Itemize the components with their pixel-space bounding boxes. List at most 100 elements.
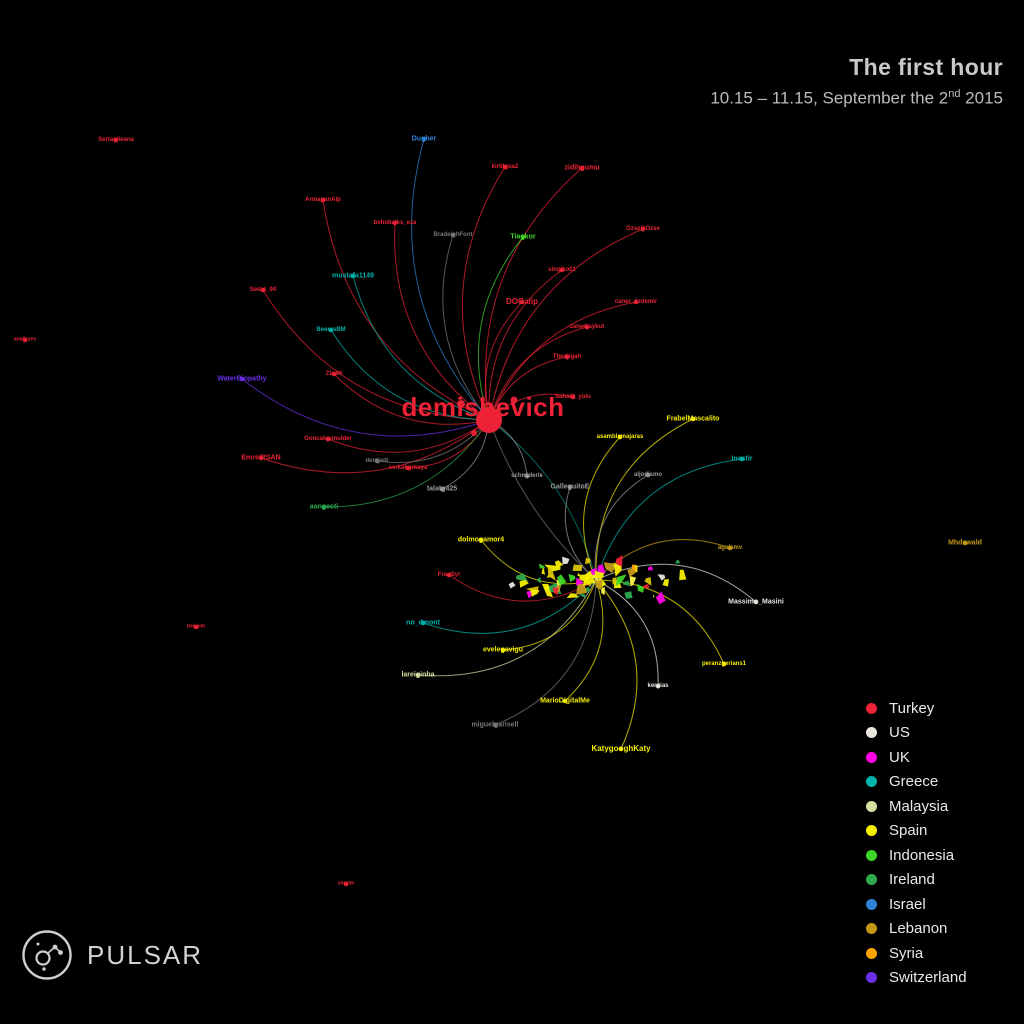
node-label[interactable]: peranzgerians1 xyxy=(701,661,747,667)
node-label[interactable]: asamblamajaras xyxy=(596,434,644,440)
node-label[interactable]: bahatit_yolu xyxy=(555,394,591,400)
chart-title: The first hour xyxy=(849,54,1003,80)
node-label[interactable]: FrauSyr xyxy=(437,572,461,578)
node-label[interactable]: WaterBiopathy xyxy=(217,375,267,383)
node-label[interactable]: Massimo_Masini xyxy=(728,598,784,606)
legend-color-dot xyxy=(866,849,877,861)
node-label[interactable]: OzseljiOzse xyxy=(626,226,660,232)
cluster-node xyxy=(572,564,583,572)
node-label[interactable]: FrabelMascalito xyxy=(666,415,720,423)
legend-label: Spain xyxy=(889,822,928,840)
cluster-node xyxy=(577,572,581,577)
node-dot xyxy=(655,683,661,689)
cluster-node xyxy=(597,564,606,574)
graph-edge xyxy=(564,579,604,702)
node-label[interactable]: DOGalip xyxy=(505,297,539,306)
graph-edge xyxy=(488,326,588,421)
legend-label: Switzerland xyxy=(889,969,967,987)
node-dot xyxy=(113,137,119,143)
node-dot xyxy=(321,504,327,510)
graph-edge xyxy=(333,373,490,425)
graph-edge xyxy=(376,419,490,464)
node-label[interactable]: BradeighFont xyxy=(433,232,473,238)
node-dot xyxy=(559,267,565,273)
node-label[interactable]: zanedjaykut xyxy=(569,324,605,330)
cluster-node xyxy=(647,566,654,571)
node-label[interactable]: kergias xyxy=(647,683,669,689)
node-label[interactable]: MarioDigitalMe xyxy=(540,697,590,705)
legend-item-ireland: Ireland xyxy=(866,868,967,893)
legend: Turkey US UK Greece Malaysia Spain Indonesia Ir… xyxy=(866,696,967,990)
node-dot xyxy=(633,299,639,305)
hub-node-demishevich[interactable] xyxy=(476,407,502,433)
node-label[interactable]: Thedjigah xyxy=(552,354,582,360)
cluster-node xyxy=(547,566,556,581)
node-label[interactable]: zidihgumu xyxy=(564,164,600,172)
node-label[interactable]: agulamv xyxy=(717,545,743,551)
node-label-demishevich[interactable]: demishevich xyxy=(401,392,565,422)
legend-color-dot xyxy=(866,825,877,837)
node-label[interactable]: bxhobalks_eza xyxy=(373,220,417,226)
node-label[interactable]: 21a86 xyxy=(325,371,343,377)
legend-item-indonesia: Indonesia xyxy=(866,843,967,868)
node-dot xyxy=(343,881,349,887)
node-label[interactable]: Goncakgonulder xyxy=(304,436,352,442)
node-label[interactable]: Sertagileana xyxy=(98,137,134,143)
pulsar-logo-icon xyxy=(22,930,72,980)
legend-item-spain: Spain xyxy=(866,819,967,844)
cluster-node xyxy=(644,577,652,586)
node-label[interactable]: berigim xyxy=(186,623,206,630)
node-dot xyxy=(415,672,421,678)
node-label[interactable]: Mhdawald xyxy=(948,539,982,547)
node-dot xyxy=(350,273,356,279)
node-dot xyxy=(331,371,337,377)
node-label[interactable]: evelegavigu xyxy=(482,646,524,654)
cluster-node xyxy=(655,591,666,605)
node-dot xyxy=(325,436,331,442)
node-dot xyxy=(193,624,199,630)
node-label[interactable]: no_dmont xyxy=(406,619,440,627)
cluster-node xyxy=(679,569,687,581)
node-label[interactable]: analizyev xyxy=(13,336,37,343)
node-label[interactable]: serkahgrkaya xyxy=(388,465,428,471)
node-label[interactable]: EmreIRSAN xyxy=(241,454,281,462)
node-label[interactable]: Dugher xyxy=(411,135,437,143)
node-label[interactable]: aljodismo xyxy=(633,472,663,478)
node-label[interactable]: dolmogamor4 xyxy=(457,536,505,544)
node-label[interactable]: caner_özdemir xyxy=(614,299,658,305)
legend-label: US xyxy=(889,724,910,742)
node-label[interactable]: mustafa1149 xyxy=(331,272,375,280)
node-label[interactable]: Inastir xyxy=(731,455,753,463)
node-label[interactable]: GalleguitoE xyxy=(550,483,590,491)
legend-item-greece: Greece xyxy=(866,770,967,795)
node-dot xyxy=(564,354,570,360)
legend-label: Turkey xyxy=(889,699,935,717)
cluster-node xyxy=(631,564,637,571)
node-label[interactable]: kirtilgua2 xyxy=(491,164,519,170)
legend-item-us: US xyxy=(866,721,967,746)
cluster-node xyxy=(622,580,631,587)
legend-color-dot xyxy=(866,776,877,788)
node-label[interactable]: miguelgarisell xyxy=(471,721,519,729)
node-label[interactable]: KatygooghKaty xyxy=(591,744,651,753)
node-label[interactable]: schmjderle xyxy=(511,473,543,479)
graph-edge xyxy=(595,579,638,750)
node-label[interactable]: lareiginha xyxy=(401,671,435,679)
node-label[interactable]: Tiagkor xyxy=(510,233,536,241)
legend-label: Malaysia xyxy=(889,797,949,815)
node-label[interactable]: dentjedi xyxy=(365,458,389,464)
node-label[interactable]: ArmaganAlp xyxy=(305,197,341,203)
node-label[interactable]: sergim xyxy=(337,880,355,887)
cluster-node xyxy=(613,562,622,577)
graph-edge xyxy=(394,222,490,421)
node-label[interactable]: BeerasBM xyxy=(316,327,346,333)
graph-edge xyxy=(352,275,490,421)
node-label[interactable]: Sedat_94 xyxy=(249,287,277,293)
node-label[interactable]: talatg425 xyxy=(426,485,458,493)
node-label[interactable]: aangecti xyxy=(309,503,339,511)
cluster-node xyxy=(544,585,550,592)
node-dot xyxy=(446,572,452,578)
graph-edge xyxy=(488,228,644,421)
node-label[interactable]: singiko01 xyxy=(548,267,576,273)
cluster-node xyxy=(637,583,645,593)
